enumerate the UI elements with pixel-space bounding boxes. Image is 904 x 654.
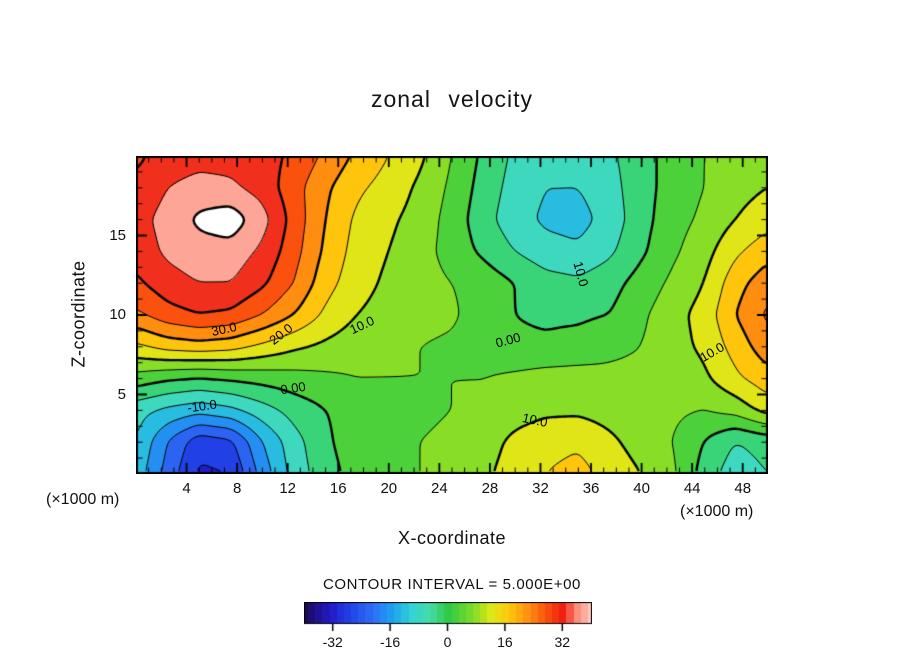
colorbar-tick-labels: -32 -16 0 16 32 — [304, 634, 592, 652]
x-tick-label: 12 — [279, 480, 297, 497]
x-tick-label: 24 — [431, 480, 448, 497]
y-tick-label: 5 — [117, 385, 126, 403]
x-axis-tick-labels: 4 8 12 16 20 24 28 32 36 40 44 48 — [136, 480, 768, 500]
colorbar-tick-label: -32 — [322, 634, 343, 650]
x-tick-label: 48 — [734, 480, 752, 497]
x-tick-label: 32 — [532, 480, 549, 497]
x-tick-label: 4 — [182, 480, 191, 497]
x-axis-title: X-coordinate — [397, 528, 507, 548]
colorbar-tick-label: 0 — [443, 634, 452, 650]
contour-interval-note: CONTOUR INTERVAL = 5.000E+00 — [322, 576, 581, 593]
x-tick-label: 16 — [329, 480, 347, 497]
colorbar-tick-label: -16 — [379, 634, 401, 650]
x-tick-label: 28 — [481, 480, 499, 497]
x-tick-label: 36 — [582, 480, 600, 497]
colorbar-tick-label: 16 — [497, 634, 513, 650]
y-axis-tick-labels: 5 10 15 — [94, 156, 128, 474]
page-title: zonal velocity — [370, 86, 534, 112]
y-tick-label: 15 — [109, 226, 126, 244]
x-tick-label: 8 — [232, 480, 242, 497]
y-tick-label: 10 — [109, 306, 126, 323]
y-axis-title: Z-coordinate — [68, 260, 89, 368]
x-tick-label: 40 — [633, 480, 650, 497]
x-tick-label: 20 — [380, 480, 398, 497]
x-axis-unit-label: (×1000 m) — [680, 503, 754, 520]
y-axis-unit-label: (×1000 m) — [46, 491, 120, 508]
x-tick-label: 44 — [683, 480, 701, 497]
colorbar-tick-label: 32 — [554, 634, 571, 650]
contour-plot-canvas — [136, 156, 768, 474]
colorbar — [304, 602, 592, 634]
